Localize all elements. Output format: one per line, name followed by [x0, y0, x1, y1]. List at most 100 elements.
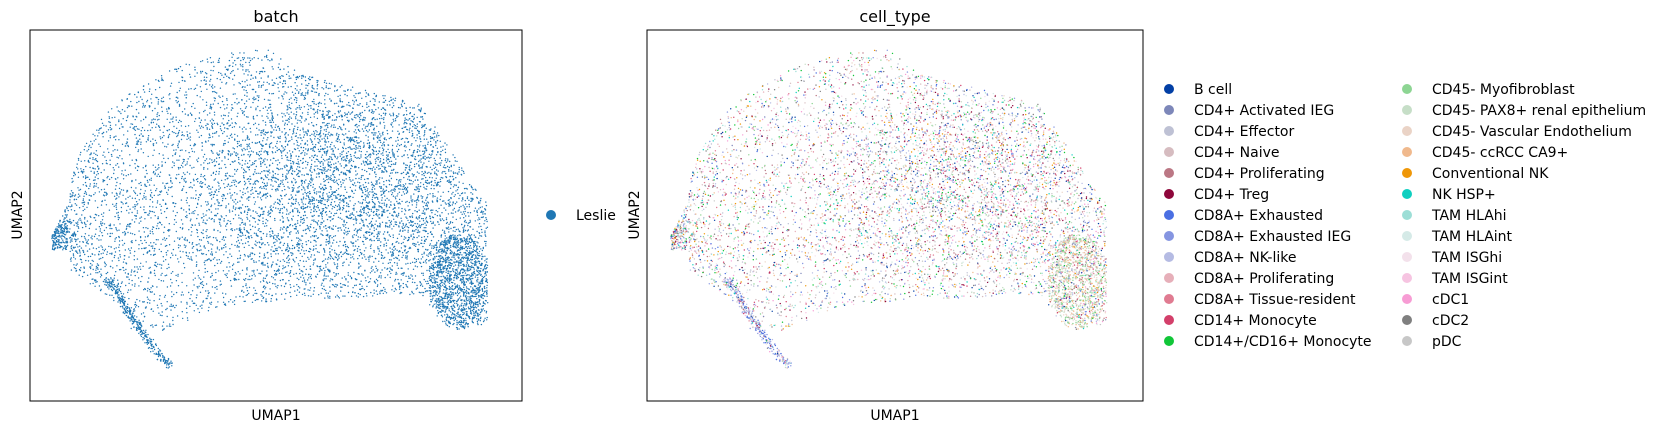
scatter-point — [360, 187, 363, 190]
scatter-point — [66, 240, 69, 242]
scatter-point — [136, 210, 139, 212]
scatter-point — [391, 192, 394, 194]
scatter-point — [72, 254, 75, 256]
scatter-point — [232, 53, 234, 56]
scatter-point — [452, 301, 455, 303]
scatter-point — [251, 270, 253, 272]
scatter-point — [329, 156, 331, 158]
scatter-point — [293, 113, 295, 115]
scatter-point — [300, 93, 302, 95]
scatter-point — [202, 229, 204, 231]
scatter-point — [157, 216, 159, 218]
scatter-point — [51, 237, 53, 240]
scatter-point — [122, 293, 125, 295]
scatter-point — [299, 119, 301, 122]
scatter-point — [381, 199, 383, 201]
scatter-point — [149, 205, 151, 208]
scatter-point — [321, 116, 323, 118]
scatter-point — [365, 186, 367, 188]
scatter-point — [188, 291, 190, 294]
scatter-point — [426, 236, 429, 238]
scatter-point — [416, 266, 419, 268]
scatter-point — [130, 289, 132, 291]
scatter-point — [470, 234, 473, 236]
scatter-point — [343, 233, 346, 235]
scatter-point — [434, 159, 436, 162]
scatter-point — [59, 219, 61, 222]
scatter-point — [123, 307, 126, 310]
scatter-point — [398, 180, 400, 182]
scatter-point — [101, 235, 104, 237]
scatter-point — [338, 227, 340, 229]
scatter-point — [273, 129, 275, 131]
scatter-point — [429, 293, 431, 295]
scatter-point — [176, 135, 178, 138]
scatter-point — [397, 106, 400, 109]
scatter-point — [197, 214, 199, 216]
scatter-point — [94, 213, 97, 216]
scatter-point — [138, 134, 141, 137]
scatter-point — [384, 226, 387, 228]
scatter-point — [149, 337, 151, 339]
scatter-point — [155, 243, 157, 245]
scatter-point — [200, 72, 202, 74]
scatter-point — [285, 228, 287, 230]
scatter-point — [353, 192, 355, 195]
scatter-point — [346, 221, 348, 224]
scatter-point — [357, 257, 359, 260]
scatter-point — [116, 265, 118, 267]
scatter-point — [136, 141, 138, 143]
scatter-point — [440, 257, 443, 260]
scatter-point — [347, 146, 349, 149]
scatter-point — [203, 168, 205, 170]
scatter-point — [384, 237, 386, 240]
scatter-point — [310, 256, 312, 258]
scatter-point — [226, 185, 228, 188]
scatter-point — [58, 231, 60, 233]
scatter-point — [388, 179, 390, 181]
scatter-point — [409, 277, 411, 279]
scatter-point — [339, 217, 341, 219]
scatter-point — [333, 214, 335, 217]
scatter-point — [130, 186, 133, 189]
scatter-point — [460, 211, 462, 213]
scatter-point — [435, 255, 438, 258]
scatter-point — [290, 162, 292, 165]
scatter-point — [247, 69, 249, 71]
scatter-point — [105, 280, 107, 282]
scatter-point — [118, 288, 120, 290]
scatter-point — [176, 159, 178, 161]
scatter-point — [305, 87, 307, 89]
scatter-point — [434, 257, 436, 259]
scatter-point — [135, 326, 138, 329]
scatter-point — [447, 226, 450, 228]
scatter-point — [191, 259, 193, 261]
scatter-point — [254, 221, 257, 223]
scatter-point — [307, 240, 310, 242]
scatter-point — [249, 254, 251, 256]
scatter-point — [213, 159, 216, 161]
scatter-point — [404, 169, 406, 171]
scatter-point — [71, 221, 73, 224]
scatter-point — [456, 305, 459, 307]
scatter-point — [320, 129, 322, 132]
scatter-point — [325, 289, 327, 292]
scatter-point — [162, 100, 165, 103]
scatter-point — [256, 95, 258, 97]
scatter-point — [305, 282, 307, 284]
scatter-point — [256, 298, 258, 301]
scatter-point — [57, 235, 60, 238]
scatter-point — [287, 202, 290, 204]
scatter-point — [188, 88, 190, 90]
scatter-point — [157, 98, 160, 101]
scatter-point — [384, 239, 386, 241]
scatter-point — [485, 218, 488, 221]
scatter-point — [406, 200, 408, 203]
scatter-point — [246, 148, 248, 150]
scatter-point — [389, 221, 392, 224]
scatter-point — [182, 227, 184, 229]
scatter-point — [99, 230, 101, 232]
scatter-point — [266, 262, 269, 265]
scatter-point — [337, 273, 339, 275]
scatter-point — [234, 173, 236, 175]
